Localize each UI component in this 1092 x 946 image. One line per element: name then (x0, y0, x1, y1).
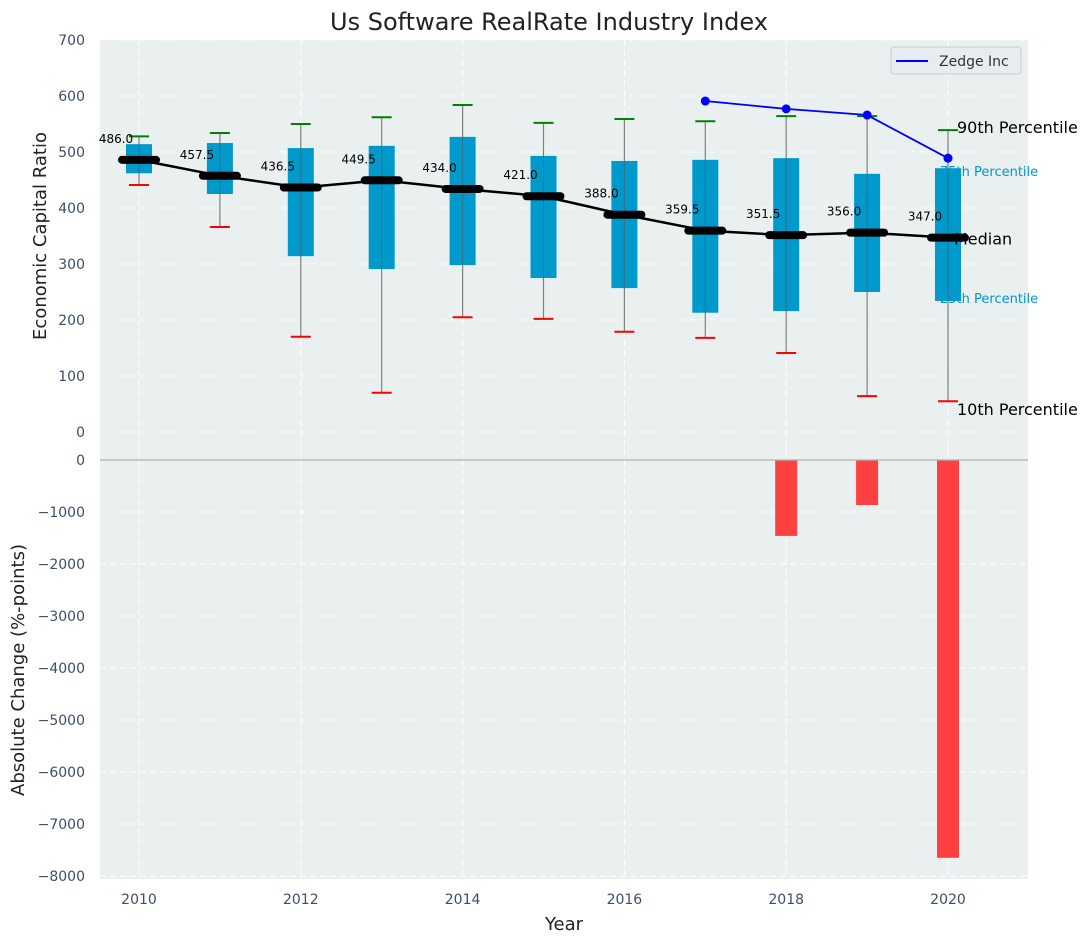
bottom-y-tick-labels: 0 −1000 −2000 −3000 −4000 −5000 −6000 −7000 −800… (38, 453, 85, 885)
annotation-90th: 90th Percentile (957, 118, 1078, 137)
y-tick-label: 600 (58, 89, 85, 105)
y-tick-label: 0 (76, 453, 85, 469)
y-tick-label: 500 (58, 145, 85, 161)
y-tick-label: 700 (58, 33, 85, 49)
change-bar (775, 460, 798, 536)
legend: Zedge Inc (890, 46, 1022, 75)
median-value-label: 449.5 (342, 152, 376, 166)
median-value-label: 457.5 (180, 148, 214, 162)
change-bar (937, 460, 959, 858)
x-axis-label: Year (544, 914, 584, 935)
median-value-label: 436.5 (261, 160, 295, 174)
median-value-label: 486.0 (99, 132, 133, 146)
y-tick-label: 400 (58, 201, 85, 217)
y-tick-label: −3000 (38, 609, 85, 625)
x-tick-label: 2018 (768, 892, 804, 908)
y-tick-label: 200 (58, 313, 85, 329)
top-panel-background (100, 40, 1028, 449)
x-tick-label: 2016 (607, 892, 643, 908)
annotation-10th: 10th Percentile (957, 400, 1078, 419)
top-y-tick-labels: 0 100 200 300 400 500 600 700 (58, 33, 85, 441)
median-value-label: 421.0 (503, 168, 537, 182)
company-point (943, 153, 953, 163)
bottom-y-axis-label: Absolute Change (%-points) (8, 544, 29, 796)
change-bar (856, 460, 879, 505)
company-line (705, 100, 949, 159)
median-value-label: 356.0 (827, 205, 861, 219)
annotation-25th: 25th Percentile (940, 292, 1038, 307)
legend-label-company: Zedge Inc (939, 54, 1009, 70)
company-point (862, 110, 872, 120)
x-tick-label: 2010 (121, 892, 157, 908)
median-value-label: 347.0 (908, 210, 942, 224)
legend-box (890, 46, 1022, 75)
median-value-label: 388.0 (584, 187, 618, 201)
median-value-label: 359.5 (665, 203, 699, 217)
y-tick-label: −6000 (38, 765, 85, 781)
percentile-annotations: 90th Percentile 75th Percentile Median 25th… (940, 118, 1078, 419)
company-point (781, 104, 791, 114)
median-value-label: 434.0 (422, 161, 456, 175)
chart-title: Us Software RealRate Industry Index (330, 8, 768, 36)
median-line-group: 486.0 457.5 436.5 449.5 434.0 421.0 388.0 359.5… (99, 132, 969, 242)
y-tick-label: −8000 (38, 869, 85, 885)
bottom-panel-background (100, 449, 1028, 879)
y-tick-label: −7000 (38, 817, 85, 833)
y-tick-label: 300 (58, 257, 85, 273)
y-tick-label: −2000 (38, 557, 85, 573)
x-tick-label: 2014 (445, 892, 481, 908)
annotation-median: Median (954, 230, 1012, 249)
y-tick-label: 100 (58, 369, 85, 385)
company-point (700, 96, 710, 106)
x-tick-labels: 2010 2012 2014 2016 2018 2020 (121, 892, 966, 908)
y-tick-label: 0 (76, 425, 85, 441)
y-tick-label: −1000 (38, 505, 85, 521)
annotation-75th: 75th Percentile (940, 165, 1038, 180)
top-y-axis-label: Economic Capital Ratio (30, 132, 51, 340)
change-bars (775, 460, 959, 858)
median-value-label: 351.5 (746, 207, 780, 221)
y-tick-label: −5000 (38, 713, 85, 729)
y-tick-label: −4000 (38, 661, 85, 677)
company-line-group (700, 96, 953, 163)
x-tick-label: 2012 (283, 892, 319, 908)
x-tick-label: 2020 (930, 892, 966, 908)
